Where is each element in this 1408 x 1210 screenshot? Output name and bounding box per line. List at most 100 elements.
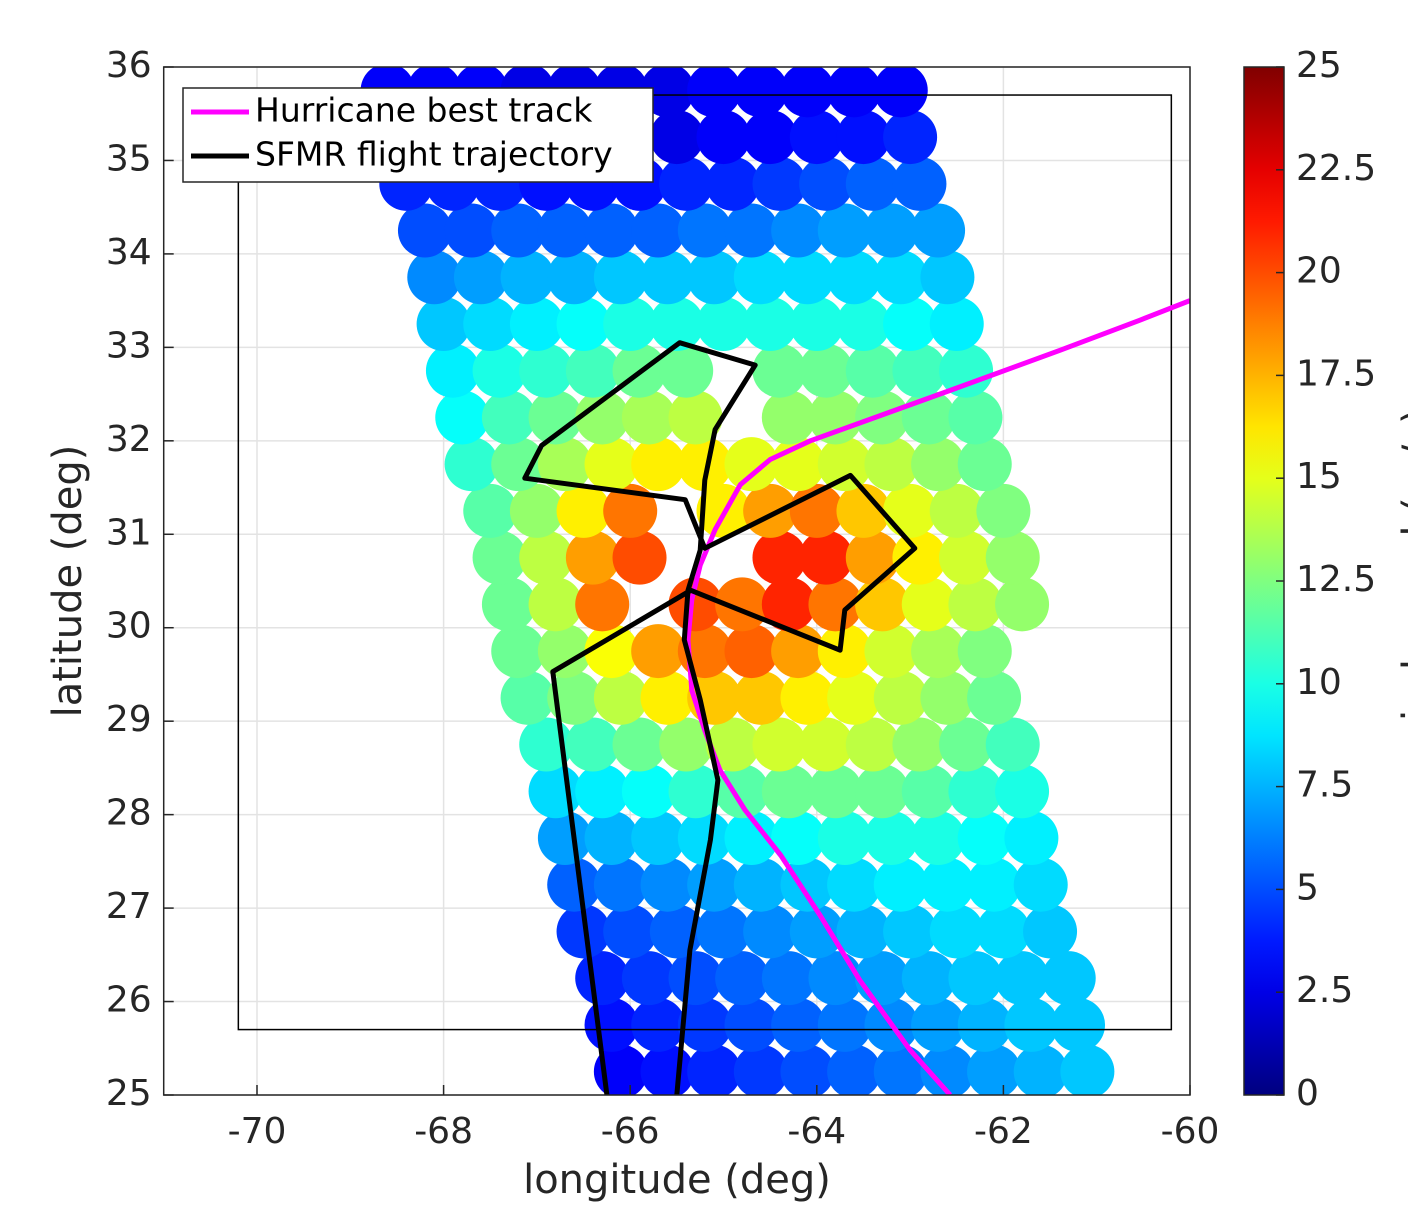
wind-point bbox=[705, 717, 760, 772]
wind-point bbox=[575, 577, 630, 632]
wind-point bbox=[911, 811, 966, 865]
legend-label: SFMR flight trajectory bbox=[255, 135, 613, 174]
wind-point bbox=[864, 437, 919, 492]
wind-point bbox=[743, 904, 798, 959]
wind-point bbox=[817, 811, 872, 865]
wind-point bbox=[771, 811, 826, 865]
wind-point bbox=[948, 951, 1003, 1006]
wind-point bbox=[845, 156, 900, 211]
wind-point bbox=[584, 997, 639, 1052]
wind-point bbox=[883, 483, 938, 538]
wind-point bbox=[864, 624, 919, 679]
wind-point bbox=[733, 250, 788, 305]
wind-point bbox=[472, 530, 527, 585]
wind-point bbox=[593, 250, 648, 305]
wind-point bbox=[948, 577, 1003, 632]
wind-point bbox=[901, 951, 956, 1006]
wind-point bbox=[659, 156, 714, 211]
wind-point bbox=[537, 624, 592, 679]
wind-point bbox=[733, 1044, 788, 1095]
wind-point bbox=[733, 857, 788, 912]
overlay bbox=[237, 94, 1191, 1095]
wind-point bbox=[528, 390, 583, 445]
wind-point bbox=[743, 297, 798, 351]
wind-point bbox=[799, 530, 854, 585]
wind-point bbox=[631, 997, 686, 1052]
wind-point bbox=[929, 297, 984, 351]
wind-point bbox=[780, 67, 835, 118]
wind-point bbox=[724, 997, 779, 1052]
wind-point bbox=[939, 717, 994, 772]
wind-point bbox=[929, 483, 984, 538]
colorbar-tick-label: 0 bbox=[1296, 1073, 1319, 1114]
wind-point bbox=[668, 951, 723, 1006]
wind-point bbox=[911, 437, 966, 492]
wind-point bbox=[677, 997, 732, 1052]
wind-point bbox=[883, 904, 938, 959]
wind-point bbox=[836, 297, 891, 351]
x-tick-label: -68 bbox=[414, 1111, 473, 1152]
wind-point bbox=[724, 203, 779, 258]
wind-point bbox=[696, 297, 751, 351]
wind-point bbox=[556, 483, 611, 538]
wind-point bbox=[743, 483, 798, 538]
wind-point bbox=[957, 624, 1012, 679]
wind-point bbox=[705, 156, 760, 211]
axes-frame bbox=[162, 66, 1191, 1096]
wind-point bbox=[864, 811, 919, 865]
wind-point bbox=[491, 203, 546, 258]
wind-point bbox=[444, 203, 499, 258]
wind-point bbox=[789, 110, 844, 165]
wind-point bbox=[640, 670, 695, 725]
y-tick-label: 27 bbox=[106, 886, 152, 927]
wind-point bbox=[911, 997, 966, 1052]
wind-point bbox=[584, 811, 639, 865]
y-tick-label: 33 bbox=[106, 325, 152, 366]
wind-point bbox=[677, 203, 732, 258]
y-tick-label: 35 bbox=[106, 138, 152, 179]
wind-point bbox=[957, 997, 1012, 1052]
y-tick-label: 30 bbox=[106, 606, 152, 647]
track-line bbox=[685, 298, 1191, 1095]
wind-point bbox=[920, 1044, 975, 1095]
wind-point bbox=[957, 437, 1012, 492]
wind-point bbox=[827, 1044, 882, 1095]
wind-point bbox=[855, 764, 910, 819]
colorbar-tick-label: 17.5 bbox=[1296, 353, 1376, 394]
wind-point bbox=[733, 67, 788, 118]
wind-point bbox=[1004, 811, 1059, 865]
wind-point bbox=[771, 997, 826, 1052]
wind-point bbox=[715, 764, 770, 819]
wind-point bbox=[407, 250, 462, 305]
wind-point bbox=[995, 577, 1050, 632]
wind-point bbox=[827, 857, 882, 912]
wind-point bbox=[808, 764, 863, 819]
wind-point bbox=[920, 670, 975, 725]
track-line bbox=[522, 340, 918, 1095]
wind-point bbox=[948, 764, 1003, 819]
wind-point bbox=[976, 483, 1031, 538]
wind-point bbox=[593, 857, 648, 912]
wind-point bbox=[761, 764, 816, 819]
wind-point bbox=[677, 437, 732, 492]
x-tick-label: -62 bbox=[974, 1111, 1033, 1152]
wind-point bbox=[789, 904, 844, 959]
wind-point bbox=[444, 437, 499, 492]
wind-point bbox=[883, 297, 938, 351]
wind-point bbox=[649, 297, 704, 351]
wind-point bbox=[649, 110, 704, 165]
wind-point bbox=[911, 624, 966, 679]
wind-point bbox=[687, 250, 742, 305]
wind-point bbox=[1013, 857, 1068, 912]
wind-point bbox=[500, 670, 555, 725]
wind-point bbox=[715, 951, 770, 1006]
wind-point bbox=[799, 156, 854, 211]
wind-point bbox=[519, 343, 574, 398]
wind-point bbox=[948, 390, 1003, 445]
wind-point bbox=[565, 343, 620, 398]
wind-point bbox=[967, 1044, 1022, 1095]
wind-point bbox=[892, 717, 947, 772]
wind-point bbox=[668, 577, 723, 632]
wind-point bbox=[463, 297, 518, 351]
wind-point bbox=[584, 203, 639, 258]
